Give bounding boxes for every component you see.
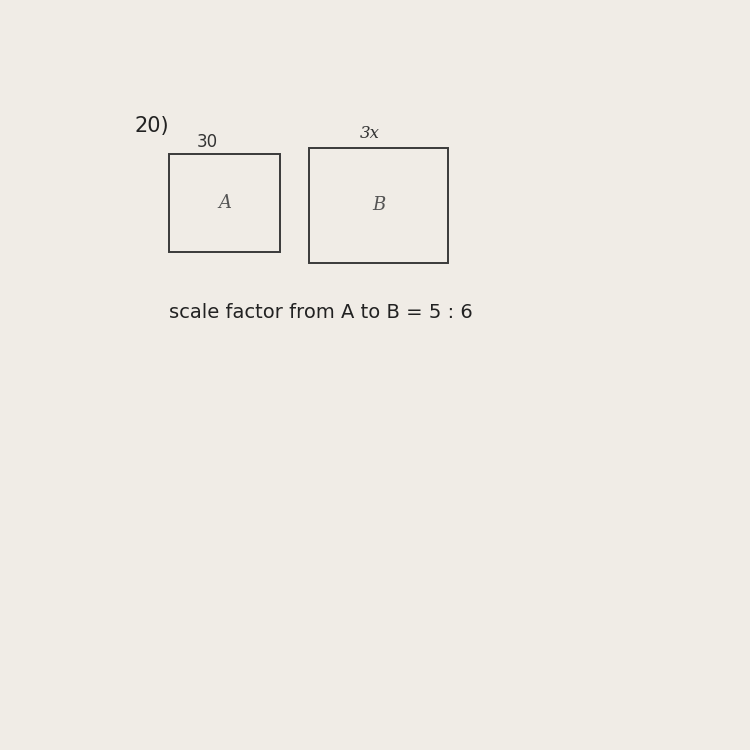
Text: 30: 30 (196, 133, 217, 151)
Text: 3x: 3x (360, 124, 380, 142)
Text: A: A (218, 194, 231, 211)
Bar (170, 154, 280, 252)
Text: B: B (372, 196, 386, 214)
Text: scale factor from A to B = 5 : 6: scale factor from A to B = 5 : 6 (170, 303, 473, 322)
Bar (309, 148, 448, 263)
Text: 20): 20) (134, 116, 169, 136)
